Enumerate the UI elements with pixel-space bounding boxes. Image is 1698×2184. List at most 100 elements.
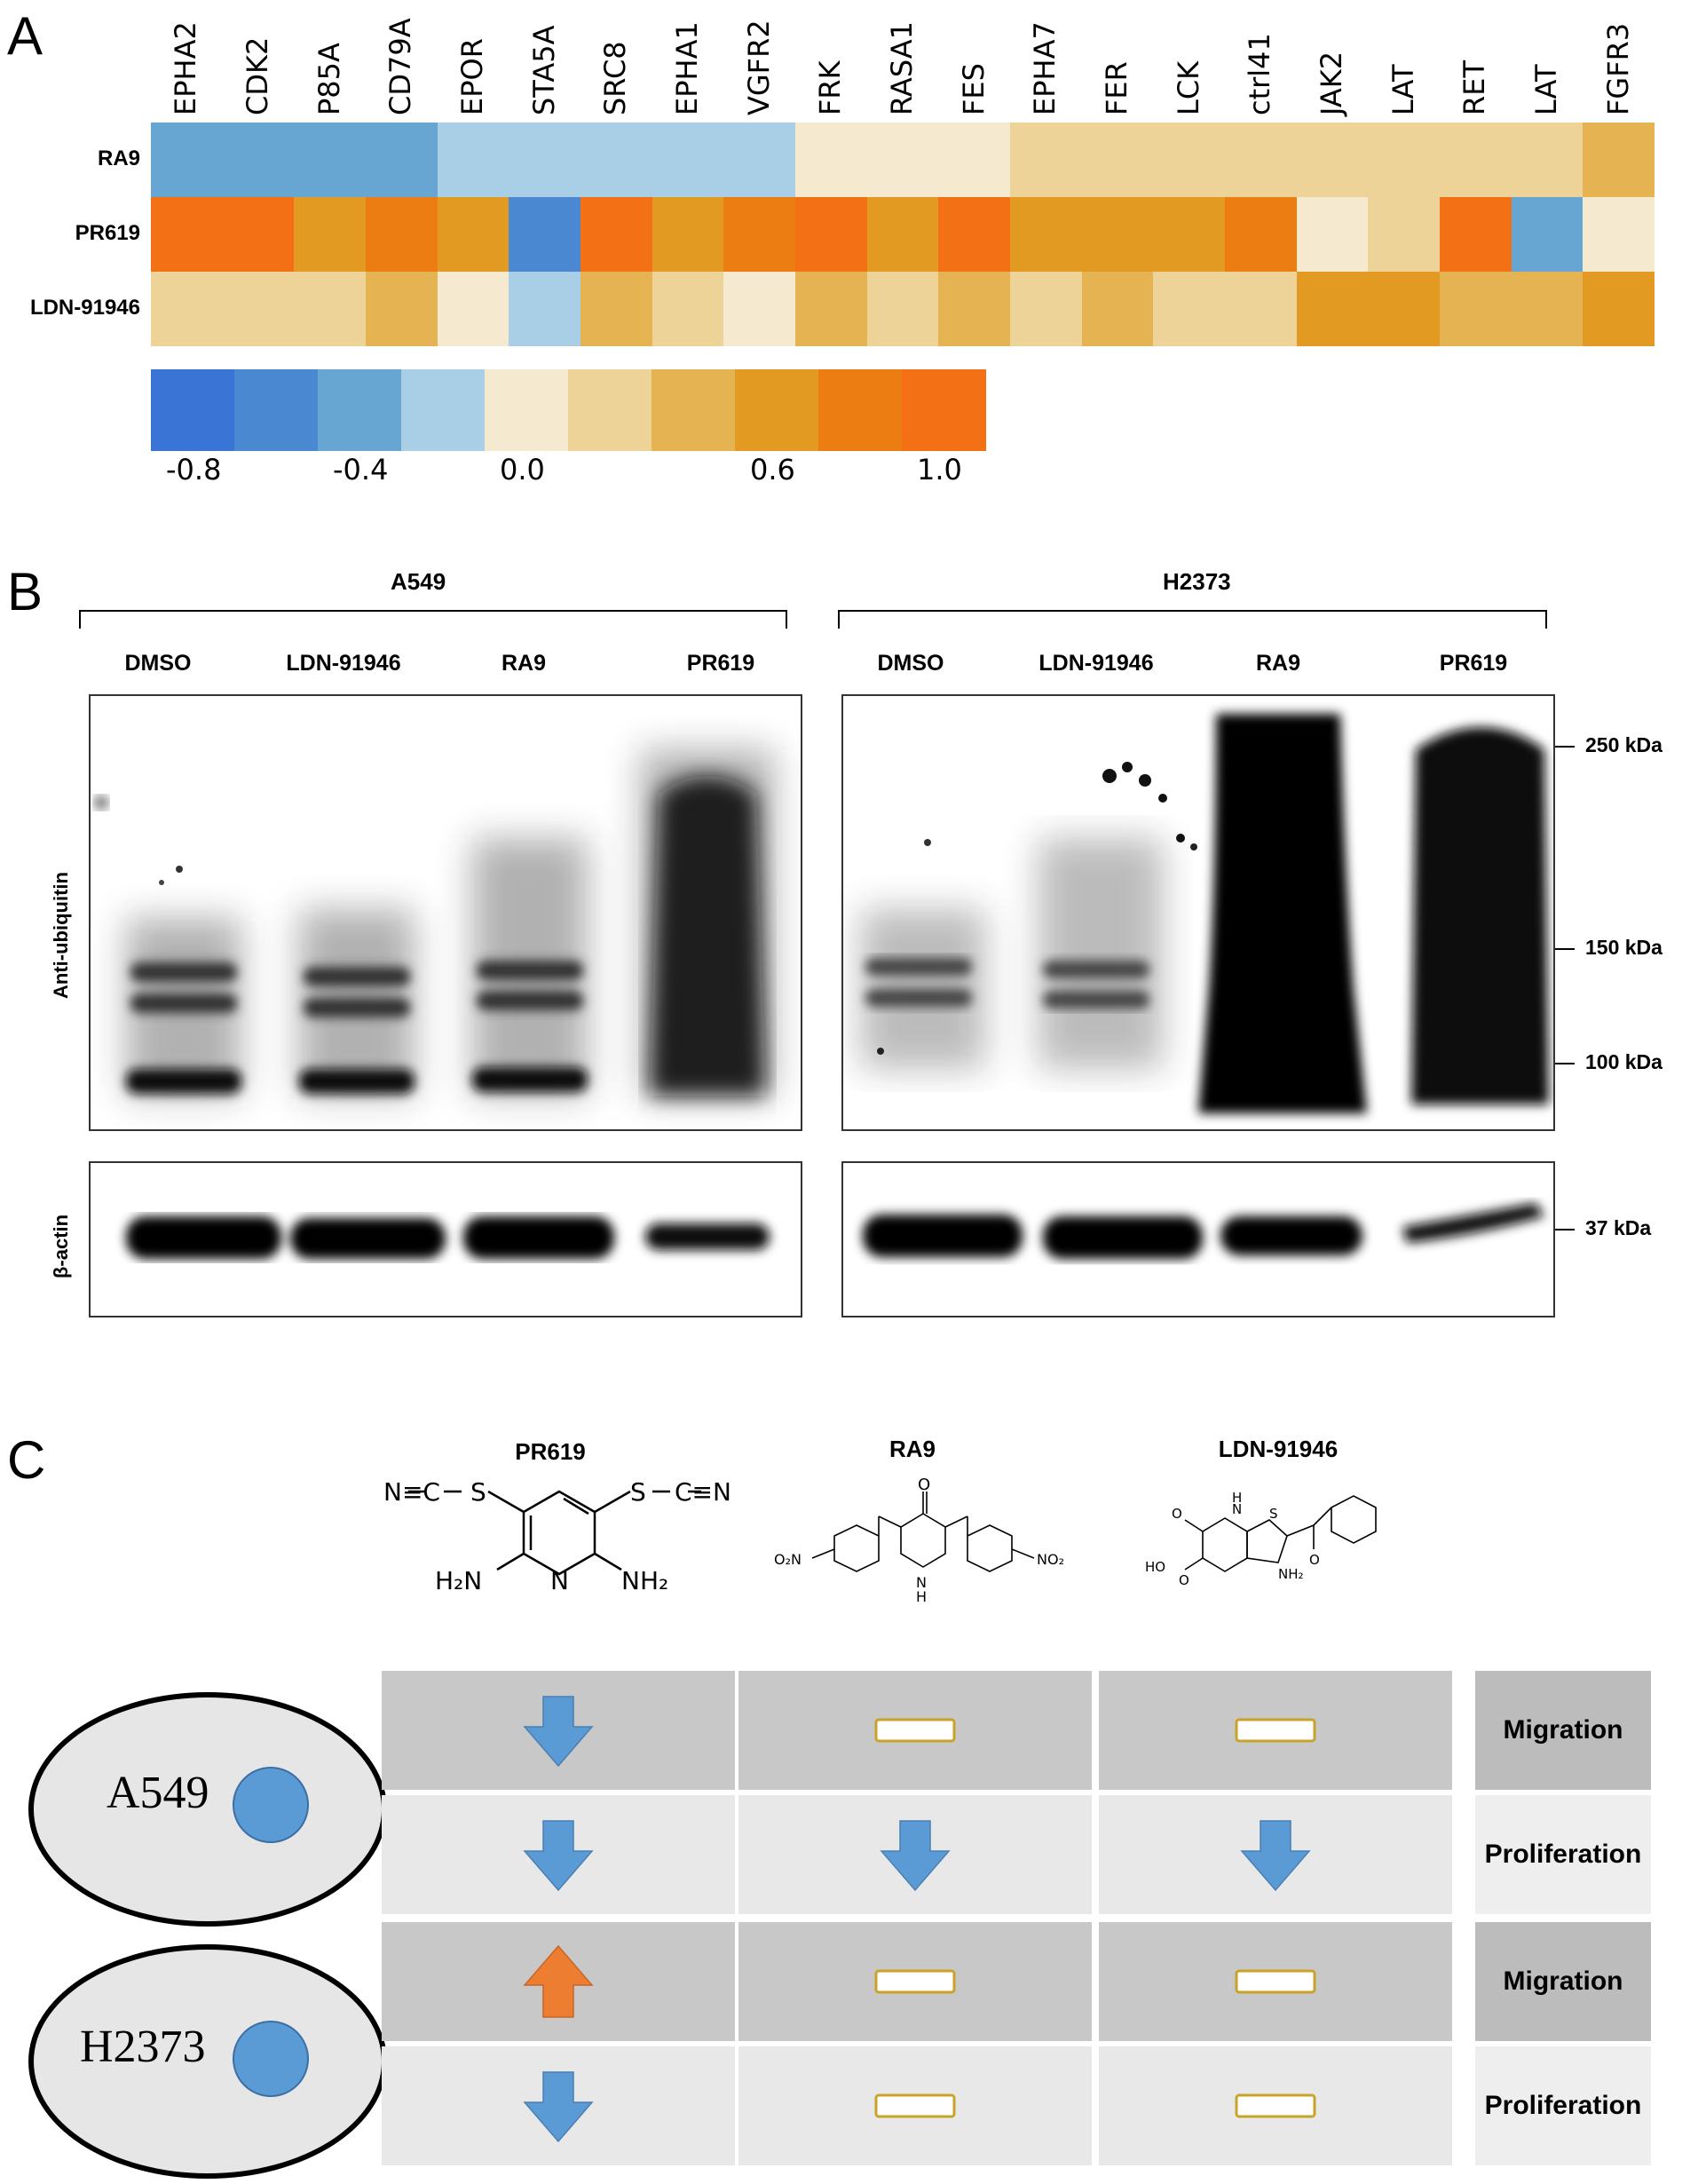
svg-text:O₂N: O₂N: [774, 1551, 802, 1568]
heatmap-column-label: EPHA7: [1028, 21, 1062, 115]
heatmap-cell: [652, 123, 724, 197]
heatmap-cell: [1583, 197, 1655, 272]
heatmap-cell: [1010, 272, 1083, 346]
summary-row-label: Migration: [1475, 1671, 1651, 1790]
a549-nucleus: [233, 1767, 309, 1843]
ra9-title: RA9: [888, 1436, 936, 1462]
heatmap-cell: [437, 197, 509, 272]
summary-row-label: Migration: [1475, 1922, 1651, 2041]
marker-tick-100: [1555, 1063, 1575, 1064]
summary-cell: [382, 1671, 735, 1790]
no-change-icon: [1235, 2093, 1316, 2118]
summary-cell: [382, 1795, 735, 1914]
summary-row-label: Proliferation: [1475, 2046, 1651, 2165]
svg-text:H: H: [1232, 1490, 1242, 1506]
beta-actin-label: β-actin: [50, 1214, 72, 1278]
down-arrow-icon: [523, 2071, 594, 2143]
h2373-actin-blot: [841, 1161, 1555, 1318]
heatmap-column-label: RET: [1457, 60, 1492, 115]
down-arrow-icon: [880, 1820, 951, 1892]
heatmap-column-label: CD79A: [383, 18, 418, 115]
lane-label-h2373-ldn: LDN-91946: [1039, 651, 1154, 676]
panel-a-letter: A: [7, 6, 43, 66]
panel-c-letter: C: [7, 1430, 46, 1490]
summary-cell: [1099, 1795, 1452, 1914]
colorbar-swatch: [234, 369, 319, 451]
heatmap-cell: [294, 123, 367, 197]
heatmap-cell: [866, 123, 939, 197]
svg-text:S: S: [1269, 1506, 1278, 1522]
heatmap-column-label: RASA1: [885, 21, 919, 115]
a549-bracket: [79, 610, 787, 629]
heatmap-cell: [723, 272, 796, 346]
heatmap-cell: [509, 272, 581, 346]
heatmap-column-label: SRC8: [598, 41, 633, 115]
heatmap-cell: [366, 197, 438, 272]
heatmap-cell: [1296, 197, 1369, 272]
heatmap-cell: [1010, 123, 1083, 197]
heatmap-cell: [1153, 272, 1226, 346]
heatmap-cell: [222, 272, 295, 346]
colorbar-tick-label: -0.8: [166, 453, 222, 487]
lane-label-h2373-dmso: DMSO: [877, 651, 944, 676]
heatmap-cell: [938, 123, 1011, 197]
heatmap-cell: [1440, 123, 1512, 197]
colorbar-swatch: [652, 369, 736, 451]
panel-b-letter: B: [7, 562, 43, 621]
svg-text:N: N: [550, 1566, 569, 1595]
heatmap-cell: [1511, 123, 1583, 197]
heatmap-cell: [1296, 272, 1369, 346]
colorbar-swatch: [318, 369, 402, 451]
marker-250: 250 kDa: [1585, 733, 1662, 756]
summary-cell: [738, 1795, 1092, 1914]
a549-ubiquitin-bands: [94, 749, 774, 1096]
heatmap-cell: [509, 123, 581, 197]
colorbar-swatch: [151, 369, 235, 451]
svg-text:O: O: [1309, 1552, 1320, 1568]
h2373-cell-oval: [28, 1944, 387, 2179]
lane-label-h2373-ra9: RA9: [1255, 651, 1300, 676]
heatmap-column-label: EPOR: [455, 38, 489, 115]
heatmap-cell: [1081, 197, 1154, 272]
heatmap-cell: [723, 123, 796, 197]
heatmap-cell: [1153, 197, 1226, 272]
no-change-icon: [1235, 1718, 1316, 1743]
heatmap-cell: [580, 123, 653, 197]
svg-text:N≡C: N≡C: [383, 1477, 440, 1507]
svg-text:NH₂: NH₂: [1278, 1566, 1304, 1582]
heatmap-cell: [1583, 123, 1655, 197]
h2373-ubiquitin-blot: [841, 694, 1555, 1131]
colorbar-swatch: [818, 369, 903, 451]
lane-label-a549-dmso: DMSO: [124, 651, 192, 676]
svg-text:H: H: [916, 1588, 927, 1605]
lane-label-a549-ra9: RA9: [501, 651, 546, 676]
svg-text:S: S: [470, 1477, 486, 1507]
heatmap-column-label: STA5A: [526, 25, 561, 115]
heatmap-column-label: JAK2: [1315, 51, 1348, 115]
heatmap-cell: [222, 123, 295, 197]
no-change-icon: [1235, 1969, 1316, 1994]
heatmap-cell: [1368, 197, 1441, 272]
heatmap-column-label: FER: [1100, 61, 1133, 115]
heatmap: [151, 123, 1655, 346]
colorbar-swatch: [485, 369, 569, 451]
marker-tick-37: [1555, 1229, 1575, 1230]
heatmap-cell: [1440, 272, 1512, 346]
a549-actin-bands: [126, 1216, 770, 1259]
heatmap-cell: [222, 197, 295, 272]
heatmap-cell: [1081, 123, 1154, 197]
colorbar-tick-label: 0.0: [500, 453, 545, 487]
up-arrow-icon: [523, 1944, 594, 2018]
colorbar-swatch: [401, 369, 486, 451]
pr619-title: PR619: [515, 1438, 586, 1465]
marker-37: 37 kDa: [1585, 1216, 1652, 1239]
heatmap-cell: [509, 197, 581, 272]
heatmap-column-label: LAT: [1386, 64, 1420, 115]
heatmap-column-label: FRK: [813, 60, 848, 115]
heatmap-column-label: LCK: [1171, 60, 1205, 115]
no-change-icon: [874, 2093, 956, 2118]
h2373-ubiquitin-bands: [861, 714, 1549, 1113]
heatmap-column-label: EPHA1: [670, 21, 704, 115]
summary-row-label: Proliferation: [1475, 1795, 1651, 1914]
heatmap-cell: [1225, 197, 1298, 272]
